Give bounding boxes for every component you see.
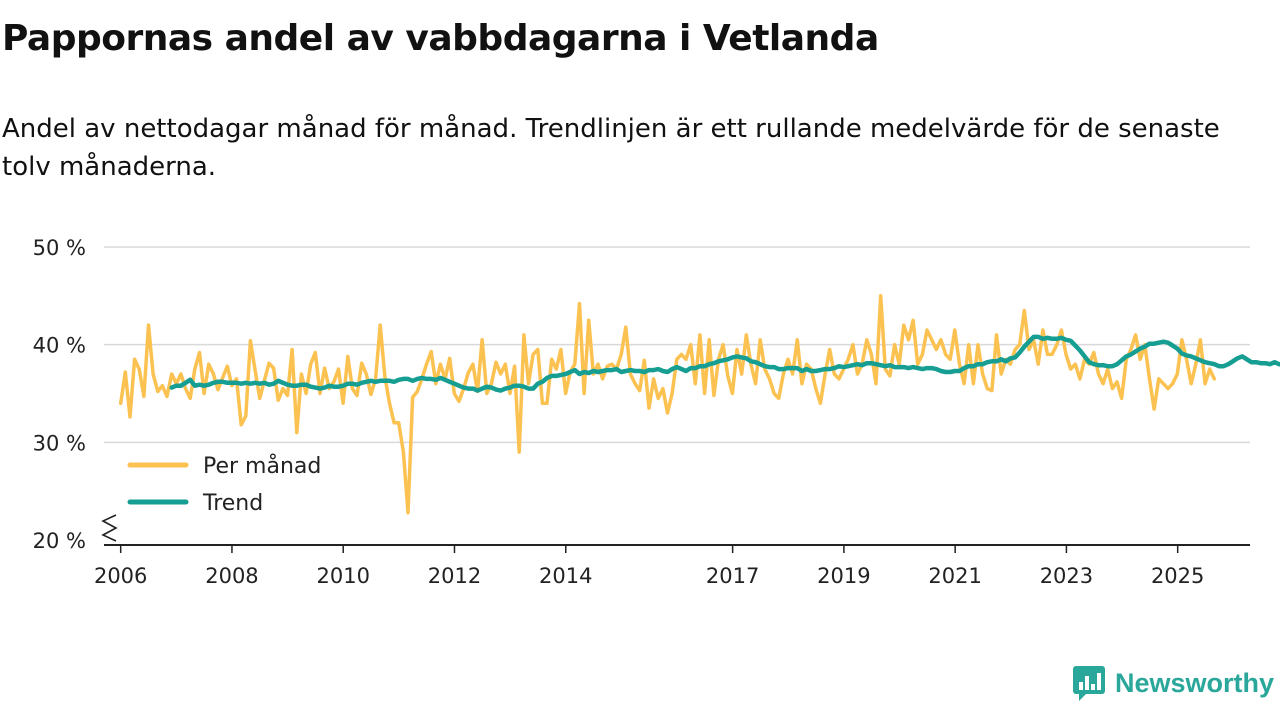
y-axis-labels: 20 % 30 % 40 % 50 % (33, 236, 86, 553)
legend: Per månad Trend (127, 453, 321, 516)
y-tick-label: 40 % (33, 334, 86, 358)
chart-subtitle: Andel av nettodagar månad för månad. Tre… (2, 114, 1220, 182)
series-layer (118, 294, 1280, 515)
x-tick-label: 2023 (1040, 564, 1093, 588)
x-tick-label: 2019 (817, 564, 870, 588)
y-tick-label: 50 % (33, 236, 86, 260)
x-tick-label: 2014 (539, 564, 592, 588)
x-tick-label: 2017 (706, 564, 759, 588)
series-line-trend (169, 334, 1280, 393)
grid-lines (104, 246, 1250, 444)
y-tick-label: 30 % (33, 431, 86, 455)
x-tick-label: 2006 (94, 564, 147, 588)
chart-title: Pappornas andel av vabbdagarna i Vetland… (2, 18, 879, 59)
x-tick-label: 2012 (428, 564, 481, 588)
y-axis-break-icon (101, 514, 118, 542)
legend-label-trend: Trend (202, 491, 263, 516)
x-tick-label: 2010 (316, 564, 369, 588)
y-tick-label: 20 % (33, 529, 86, 553)
x-tick-label: 2008 (205, 564, 258, 588)
brand-name: Newsworthy (1114, 667, 1274, 698)
x-axis-ticks: 2006 2008 2010 2012 2014 2017 2019 2021 2023 2025 (94, 545, 1204, 588)
legend-label-per-manad: Per månad (203, 453, 321, 479)
series-line-per-manad (118, 294, 1217, 515)
x-tick-label: 2025 (1151, 564, 1204, 588)
brand: Newsworthy (1071, 664, 1274, 702)
newsworthy-logo-icon (1072, 666, 1105, 701)
x-tick-label: 2021 (928, 564, 981, 588)
